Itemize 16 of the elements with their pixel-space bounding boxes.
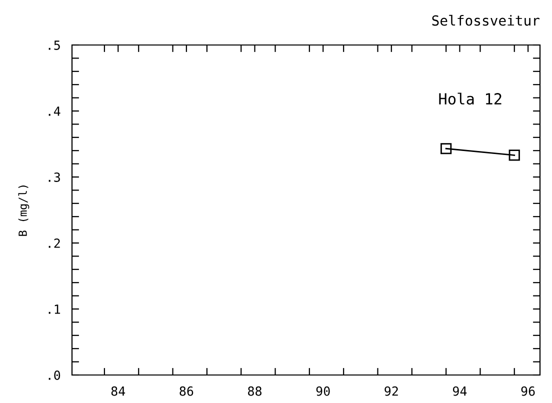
x-tick-label: 92 <box>384 386 398 396</box>
x-tick-label: 84 <box>111 386 126 396</box>
chart-title: Selfossveitur <box>432 14 540 26</box>
x-tick-label: 88 <box>248 386 262 396</box>
y-tick-label: .0 <box>48 370 60 380</box>
x-tick-label: 94 <box>452 386 467 396</box>
y-tick-label: .3 <box>48 172 60 182</box>
y-tick-label: .1 <box>48 304 60 314</box>
x-tick-label: 96 <box>521 386 535 396</box>
y-axis-title: B (mg/l) <box>18 186 30 236</box>
y-tick-label: .4 <box>48 106 60 116</box>
x-tick-label: 86 <box>180 386 194 396</box>
y-tick-label: .2 <box>48 238 60 248</box>
x-tick-label: 90 <box>316 386 330 396</box>
y-tick-label: .5 <box>48 40 60 50</box>
annotation: Hola 12 <box>439 92 502 105</box>
